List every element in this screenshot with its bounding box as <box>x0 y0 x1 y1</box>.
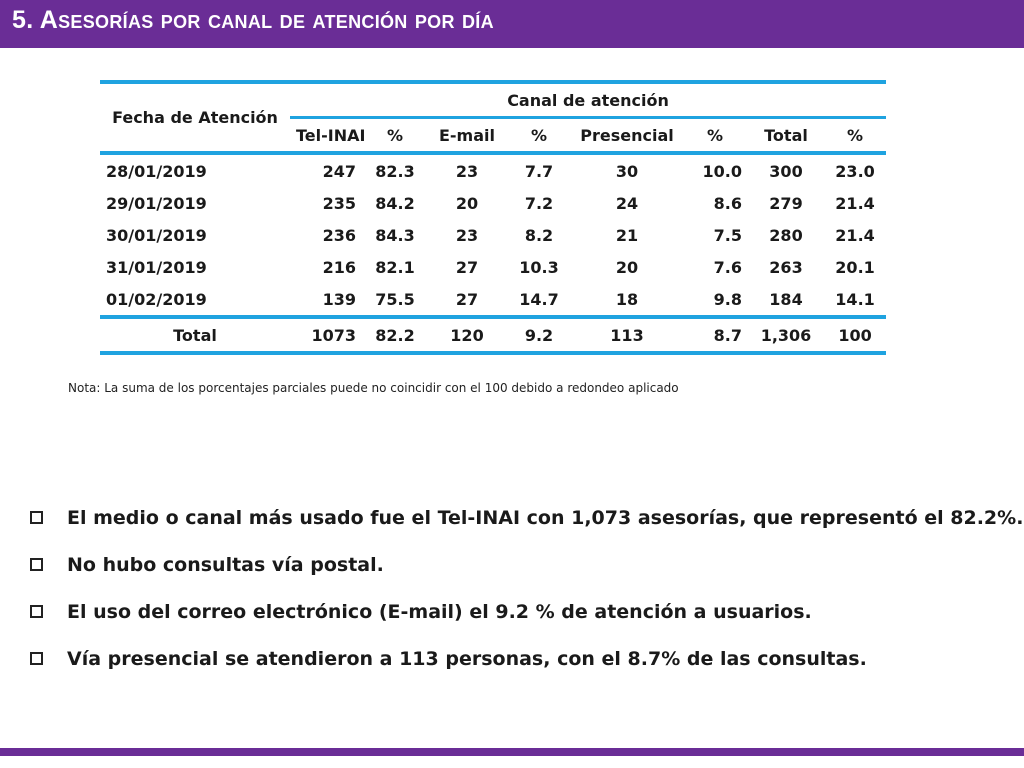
column-header: E-mail <box>428 117 506 155</box>
value-cell: 18 <box>572 283 682 319</box>
value-cell: 21.4 <box>835 193 875 213</box>
value-cell: 139 <box>290 283 362 319</box>
total-label: Total <box>100 317 290 355</box>
value-cell: 20.1 <box>835 257 875 277</box>
value-cell: 7.2 <box>524 193 554 213</box>
value-cell: 27 <box>428 283 506 319</box>
total-cell: 1073 <box>290 317 362 355</box>
column-header: % <box>362 117 428 155</box>
header-row-columns: Tel-INAI % E-mail % Presencial % Total % <box>100 117 887 155</box>
value-cell: 14.1 <box>824 283 887 319</box>
value-cell: 280 <box>769 225 803 245</box>
checkbox-bullet-icon <box>30 511 43 524</box>
value-cell: 10.3 <box>519 257 559 277</box>
bottom-bar <box>0 748 1024 756</box>
bullet-item: No hubo consultas vía postal. <box>30 541 1023 588</box>
total-cell: 120 <box>428 317 506 355</box>
date-cell: 01/02/2019 <box>100 283 290 319</box>
table-row: 30/01/2019 236 84.3 23 8.2 21 7.5 280 21… <box>100 219 886 251</box>
value-cell: 23.0 <box>835 161 875 181</box>
value-cell: 247 <box>322 161 356 181</box>
table-row: 29/01/2019 235 84.2 20 7.2 24 8.6 279 21… <box>100 187 886 219</box>
header-row-group: Fecha de Atención Canal de atención <box>100 80 887 155</box>
bullet-text: Vía presencial se atendieron a 113 perso… <box>67 647 867 670</box>
value-cell: 263 <box>769 257 803 277</box>
table-row: 31/01/2019 216 82.1 27 10.3 20 7.6 263 2… <box>100 251 886 283</box>
table-row: 01/02/2019 139 75.5 27 14.7 18 9.8 184 1… <box>100 283 887 319</box>
bullet-item: Vía presencial se atendieron a 113 perso… <box>30 635 1023 682</box>
value-cell: 279 <box>769 193 803 213</box>
bullet-item: El medio o canal más usado fue el Tel-IN… <box>30 494 1023 541</box>
value-cell: 21 <box>615 225 639 245</box>
date-cell: 31/01/2019 <box>106 257 207 277</box>
total-row: Total 1073 82.2 120 9.2 113 8.7 1,306 10… <box>100 317 887 355</box>
column-header: % <box>824 117 887 155</box>
table-note: Nota: La suma de los porcentajes parcial… <box>68 381 679 395</box>
bullet-item: El uso del correo electrónico (E-mail) e… <box>30 588 1023 635</box>
column-header: % <box>682 117 748 155</box>
value-cell: 14.7 <box>506 283 572 319</box>
value-cell: 84.3 <box>375 225 415 245</box>
total-cell: 9.2 <box>506 317 572 355</box>
column-header: Presencial <box>572 117 682 155</box>
column-header: % <box>506 117 572 155</box>
total-cell: 113 <box>572 317 682 355</box>
value-cell: 20 <box>455 193 479 213</box>
date-column-header: Fecha de Atención <box>100 80 290 155</box>
channel-group-header: Canal de atención <box>290 80 887 119</box>
value-cell: 216 <box>322 257 356 277</box>
value-cell: 7.5 <box>713 225 742 245</box>
value-cell: 20 <box>615 257 639 277</box>
value-cell: 82.1 <box>375 257 415 277</box>
value-cell: 24 <box>615 193 639 213</box>
value-cell: 9.8 <box>682 283 748 319</box>
value-cell: 184 <box>748 283 824 319</box>
total-cell: 100 <box>824 317 887 355</box>
bullet-text: El medio o canal más usado fue el Tel-IN… <box>67 506 1024 529</box>
column-header: Tel-INAI <box>290 117 365 155</box>
total-cell: 8.7 <box>682 317 748 355</box>
value-cell: 7.7 <box>524 161 554 181</box>
value-cell: 84.2 <box>375 193 415 213</box>
checkbox-bullet-icon <box>30 605 43 618</box>
value-cell: 7.6 <box>713 257 742 277</box>
value-cell: 23 <box>455 225 479 245</box>
value-cell: 75.5 <box>362 283 428 319</box>
data-table: Fecha de Atención Canal de atención Tel-… <box>100 80 887 355</box>
checkbox-bullet-icon <box>30 558 43 571</box>
value-cell: 8.2 <box>524 225 554 245</box>
value-cell: 8.6 <box>713 193 742 213</box>
value-cell: 30 <box>615 161 639 181</box>
table-row: 28/01/2019 247 82.3 23 7.7 30 10.0 300 2… <box>100 153 886 187</box>
slide-title: 5. Asesorías por canal de atención por d… <box>12 6 494 34</box>
bullet-text: No hubo consultas vía postal. <box>67 553 384 576</box>
date-cell: 28/01/2019 <box>106 161 207 181</box>
value-cell: 27 <box>455 257 479 277</box>
date-cell: 30/01/2019 <box>106 225 207 245</box>
value-cell: 21.4 <box>835 225 875 245</box>
date-cell: 29/01/2019 <box>106 193 207 213</box>
total-cell: 82.2 <box>362 317 428 355</box>
value-cell: 300 <box>769 161 803 181</box>
value-cell: 23 <box>455 161 479 181</box>
value-cell: 10.0 <box>702 161 742 181</box>
checkbox-bullet-icon <box>30 652 43 665</box>
total-cell: 1,306 <box>748 317 824 355</box>
value-cell: 236 <box>322 225 356 245</box>
column-header: Total <box>748 117 824 155</box>
value-cell: 235 <box>322 193 356 213</box>
value-cell: 82.3 <box>375 161 415 181</box>
bullet-list: El medio o canal más usado fue el Tel-IN… <box>30 494 1023 682</box>
title-bar: 5. Asesorías por canal de atención por d… <box>0 0 1024 48</box>
bullet-text: El uso del correo electrónico (E-mail) e… <box>67 600 812 623</box>
